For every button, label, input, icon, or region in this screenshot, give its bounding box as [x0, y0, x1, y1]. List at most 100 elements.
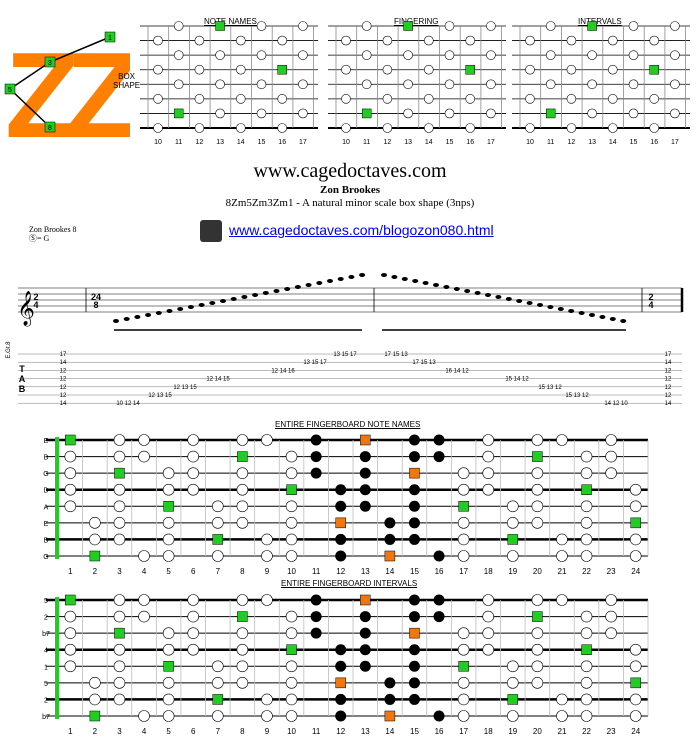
- shape-note-marker: [408, 677, 420, 689]
- open-string-label: 2: [44, 697, 48, 704]
- note-marker: [89, 677, 101, 689]
- note-marker: [482, 627, 495, 639]
- note-marker: [457, 710, 470, 722]
- fret-number: 18: [484, 727, 493, 736]
- mini-board: 10 11 12 13 14 15 16 17: [328, 21, 506, 146]
- note-marker: [531, 483, 544, 496]
- note-marker: [187, 594, 200, 606]
- note-marker: [138, 710, 150, 722]
- shape-note-marker: [408, 644, 420, 656]
- root-marker: [114, 467, 125, 479]
- note-marker: [187, 610, 200, 623]
- mini-root-marker: [215, 21, 225, 31]
- mini-note-marker: [298, 50, 308, 60]
- note-marker: [556, 693, 568, 706]
- note-marker: [285, 627, 298, 639]
- mini-note-marker: [486, 108, 496, 119]
- shape-note-marker: [433, 710, 445, 722]
- mini-fret-number: 11: [363, 139, 370, 146]
- mini-fret-number: 10: [154, 139, 162, 146]
- note-marker: [113, 610, 126, 623]
- note-marker: [211, 677, 224, 689]
- note-marker: [261, 693, 273, 706]
- shape-note-marker: [359, 627, 371, 639]
- blog-link[interactable]: www.cagedoctaves.com/blogozon080.html: [229, 222, 494, 238]
- tab-fret-number: 15 14 12: [505, 377, 529, 383]
- note-marker: [506, 500, 519, 513]
- mini-note-marker: [628, 79, 639, 90]
- fret-number: 21: [558, 727, 567, 736]
- note-marker: [187, 483, 200, 496]
- shape-number: 8: [48, 125, 52, 132]
- fret-number: 4: [142, 567, 147, 576]
- mini-note-marker: [256, 21, 267, 31]
- fret-number: 4: [142, 727, 147, 736]
- mini-note-marker: [382, 64, 393, 75]
- mini-note-marker: [403, 108, 413, 119]
- mini-note-marker: [341, 94, 351, 104]
- note-marker: [236, 627, 249, 639]
- note-marker: [629, 483, 642, 496]
- mini-note-marker: [194, 94, 205, 104]
- shape-marker: [44, 56, 56, 68]
- mini-root-marker: [403, 21, 413, 31]
- note-marker: [531, 517, 544, 529]
- shape-note-marker: [335, 644, 347, 656]
- scale-subtitle: 8Zm5Zm3Zm1 - A natural minor scale box s…: [225, 197, 475, 209]
- note-marker: [531, 500, 544, 513]
- note-marker: [285, 533, 298, 546]
- site-title: www.cagedoctaves.com: [253, 160, 447, 182]
- fret-number: 11: [312, 727, 321, 736]
- note-marker: [162, 677, 175, 689]
- mini-note-marker: [444, 108, 455, 119]
- note-marker: [138, 550, 150, 562]
- note-marker: [89, 517, 101, 529]
- note-marker: [531, 677, 544, 689]
- note-marker: [64, 500, 77, 513]
- root-marker: [237, 451, 248, 462]
- note-head: [316, 281, 323, 285]
- mini-note-marker: [566, 64, 577, 75]
- note-marker: [457, 550, 470, 562]
- note-marker: [580, 660, 593, 673]
- note-head: [273, 289, 280, 293]
- tab-letter: B: [19, 384, 26, 394]
- note-marker: [457, 517, 470, 529]
- tab-fret-number: 17 15 13: [384, 352, 408, 358]
- note-marker: [285, 660, 298, 673]
- mini-note-marker: [670, 50, 680, 60]
- note-marker: [138, 610, 150, 623]
- shape-note-marker: [310, 451, 322, 463]
- note-marker: [506, 660, 519, 673]
- shape-marker: [4, 83, 16, 95]
- root-marker: [114, 627, 125, 639]
- note-marker: [113, 677, 126, 689]
- root-marker: [212, 694, 224, 705]
- shape-number: 5: [8, 87, 12, 94]
- fingerboard-notes-title: ENTIRE FINGERBOARD NOTE NAMES: [275, 420, 421, 429]
- note-marker: [187, 627, 200, 639]
- tab-fret-number: 14: [665, 401, 672, 407]
- shape-note-marker: [384, 533, 396, 545]
- mini-fret-number: 12: [384, 139, 392, 146]
- fret-number: 10: [287, 727, 296, 736]
- mini-note-marker: [649, 94, 660, 104]
- tab-fret-number: 15 13 12: [538, 385, 562, 391]
- note-marker: [187, 450, 200, 463]
- note-marker: [629, 693, 642, 706]
- open-string-label: 1: [44, 664, 48, 671]
- open-string-label: 5: [44, 598, 48, 605]
- shape-note-marker: [384, 677, 396, 689]
- note-marker: [113, 434, 126, 446]
- mini-note-marker: [444, 21, 455, 31]
- open-string-label: A: [44, 504, 49, 511]
- shape-number: 1: [108, 35, 112, 42]
- mini-note-marker: [545, 50, 556, 60]
- note-marker: [261, 550, 273, 562]
- mini-fret-number: 15: [258, 139, 266, 146]
- fret-number: 8: [240, 567, 245, 576]
- note-head: [505, 297, 512, 301]
- treble-clef-icon: 𝄞: [17, 291, 35, 327]
- note-head: [391, 275, 398, 279]
- accent-marker: [384, 550, 396, 562]
